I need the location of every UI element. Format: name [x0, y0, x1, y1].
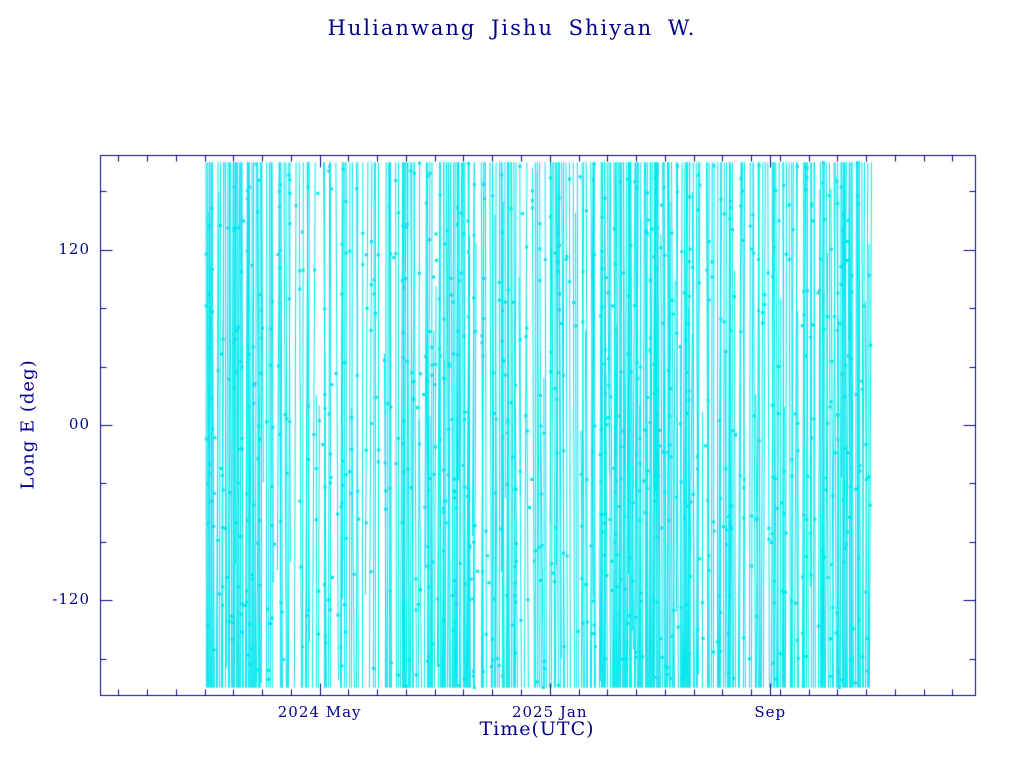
y-tick-label: 00 [68, 415, 90, 433]
y-tick-label: 120 [58, 239, 90, 258]
chart-title: Hulianwang Jishu Shiyan W. [327, 16, 697, 40]
x-tick-label: 2024 May [277, 703, 362, 721]
x-axis-label: Time(UTC) [479, 718, 595, 740]
x-tick-label: 2025 Jan [511, 703, 588, 721]
x-tick-label: Sep [754, 703, 787, 721]
y-tick-label: -120 [52, 590, 90, 609]
